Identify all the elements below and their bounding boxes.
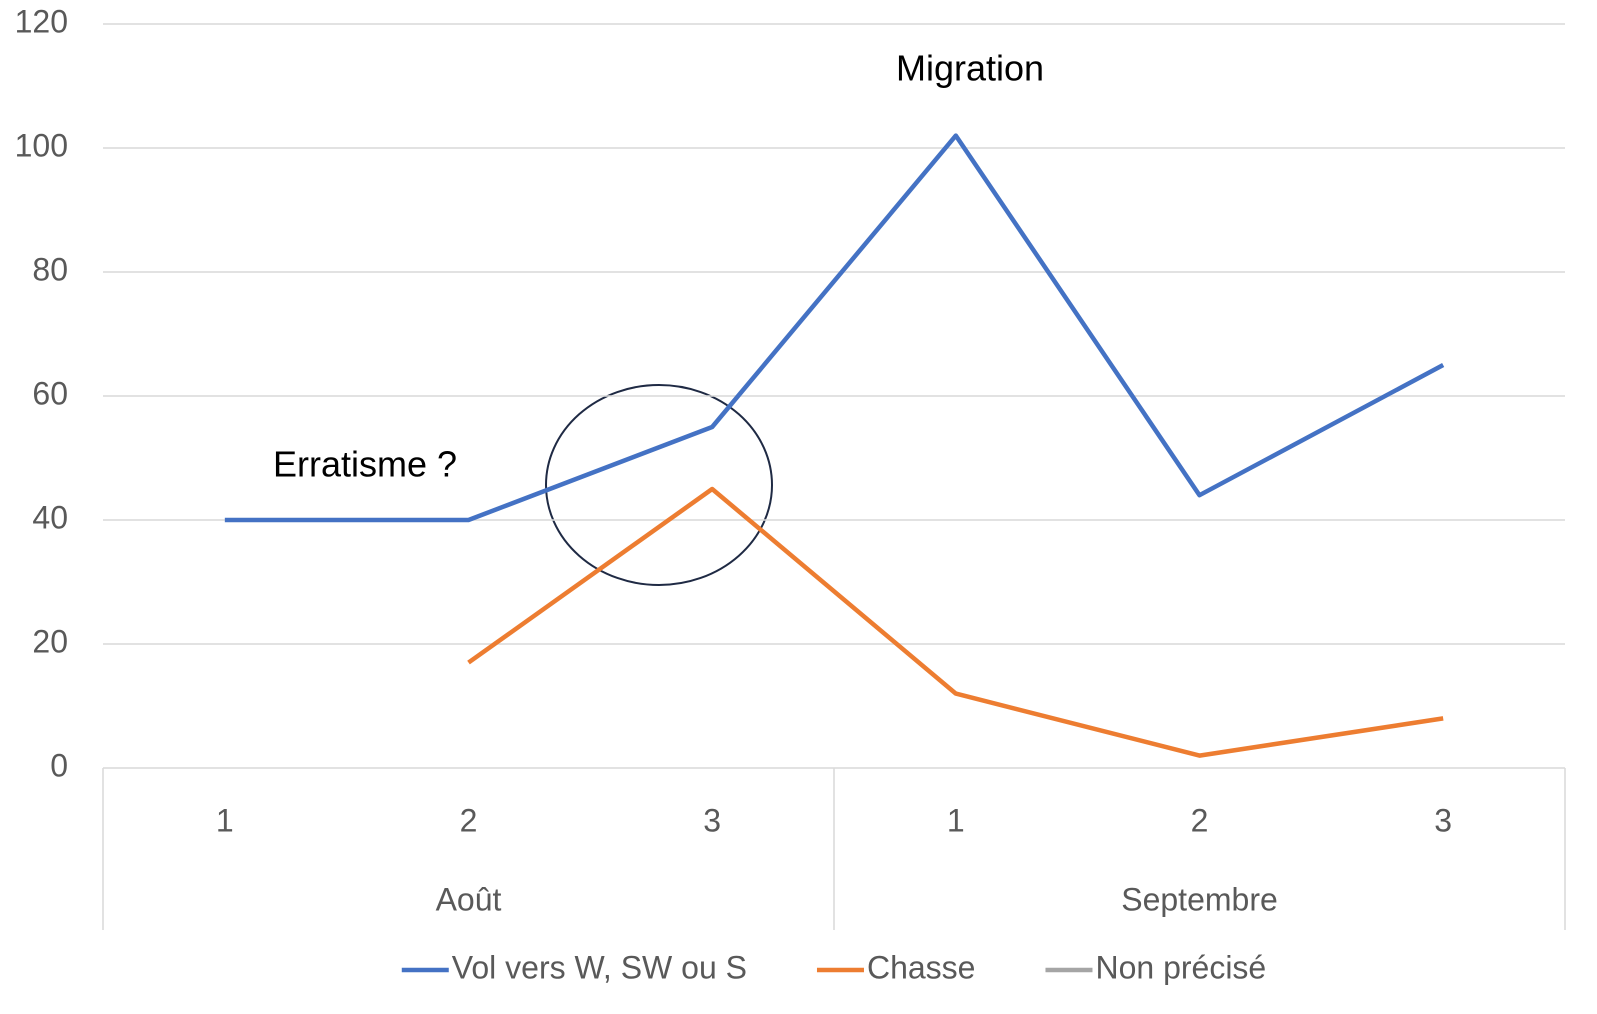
y-tick-label: 40 <box>32 499 68 535</box>
x-tick-label: 2 <box>460 802 478 838</box>
y-tick-label: 20 <box>32 623 68 659</box>
y-tick-label: 60 <box>32 375 68 411</box>
group-label: Septembre <box>1121 881 1278 917</box>
x-tick-label: 2 <box>1191 802 1209 838</box>
x-tick-label: 1 <box>216 802 234 838</box>
x-tick-label: 1 <box>947 802 965 838</box>
legend-label: Chasse <box>867 949 976 985</box>
y-tick-label: 0 <box>50 747 68 783</box>
legend-label: Non précisé <box>1095 949 1266 985</box>
series-line <box>224 133 1445 523</box>
y-tick-label: 80 <box>32 251 68 287</box>
y-tick-label: 120 <box>15 3 68 39</box>
annotation: Migration <box>896 48 1044 89</box>
x-tick-label: 3 <box>1434 802 1452 838</box>
highlight-ellipse <box>545 384 773 586</box>
series-line <box>467 486 1444 758</box>
legend-label: Vol vers W, SW ou S <box>452 949 747 985</box>
y-tick-label: 100 <box>15 127 68 163</box>
group-label: Août <box>436 881 502 917</box>
x-tick-label: 3 <box>703 802 721 838</box>
annotation: Erratisme ? <box>273 444 457 485</box>
